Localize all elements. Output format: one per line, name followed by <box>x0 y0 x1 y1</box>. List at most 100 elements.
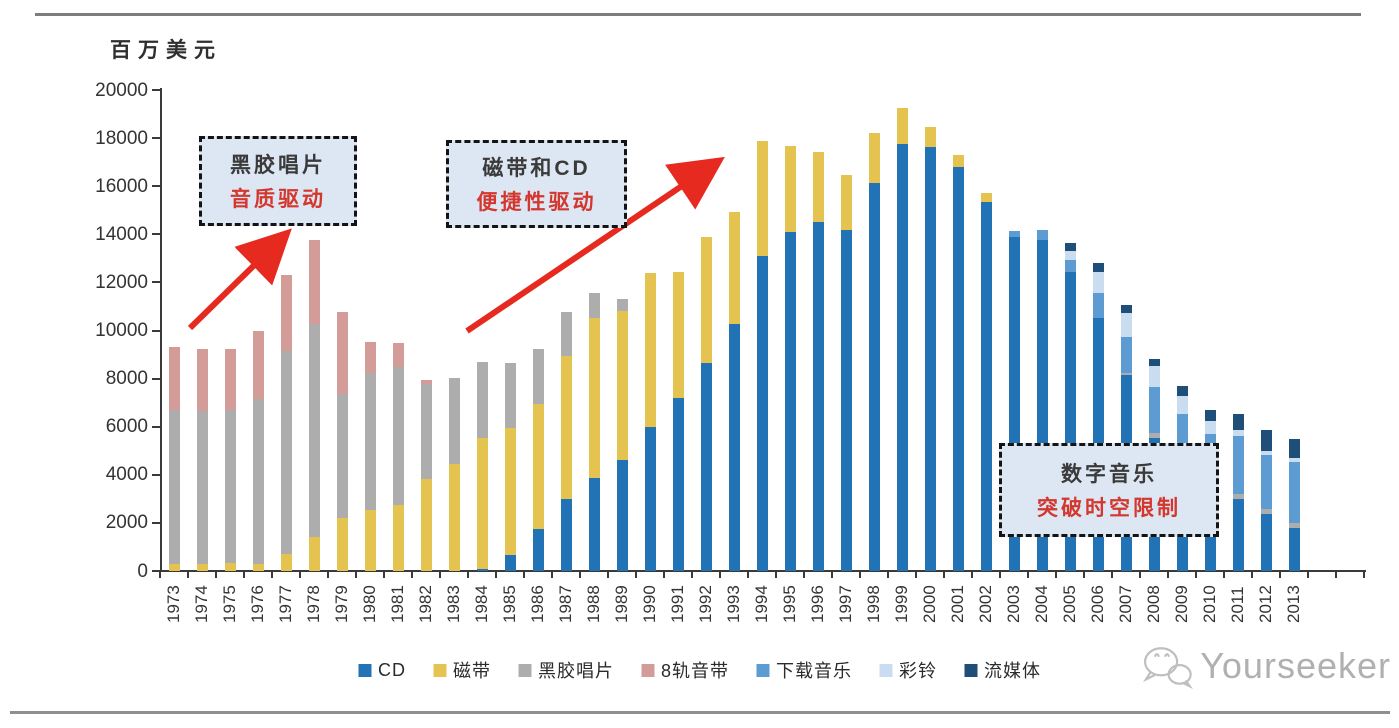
bar-segment-彩铃-2007 <box>1120 313 1132 338</box>
y-tick <box>152 137 160 140</box>
x-year-label: 1986 <box>528 585 547 623</box>
x-tick <box>803 571 805 578</box>
y-tick-label: 10000 <box>95 320 148 341</box>
bar-segment-下载音乐-2009 <box>1176 413 1188 467</box>
bar-segment-下载音乐-2003 <box>1008 231 1020 237</box>
bar-segment-CD-1986 <box>532 528 544 571</box>
x-tick <box>663 571 665 578</box>
x-year-label: 1983 <box>444 585 463 623</box>
legend-swatch-磁带 <box>432 663 446 677</box>
legend-label-流媒体: 流媒体 <box>984 661 1042 681</box>
bar-segment-流媒体-2005 <box>1064 243 1076 252</box>
x-tick <box>355 571 357 578</box>
x-year-label: 1976 <box>248 585 267 623</box>
bar-segment-黑胶唱片-1978 <box>308 323 320 537</box>
x-year-label: 1973 <box>164 585 183 623</box>
y-tick-label: 6000 <box>105 416 148 438</box>
bar-segment-磁带-1981 <box>392 504 404 571</box>
x-tick <box>635 571 637 578</box>
bar-segment-黑胶唱片-1980 <box>364 372 376 510</box>
callout-cassette-cd-era: 磁带和CD 便捷性驱动 <box>446 140 627 228</box>
bar-segment-CD-2000 <box>924 146 936 571</box>
bar-segment-8轨音带-1977 <box>280 275 292 352</box>
y-tick-label: 14000 <box>95 223 148 245</box>
x-year-label: 2010 <box>1200 585 1219 623</box>
y-tick-label: 8000 <box>105 368 148 390</box>
bar-segment-8轨音带-1976 <box>252 331 264 399</box>
x-tick <box>747 571 749 578</box>
x-year-label: 1985 <box>500 585 519 623</box>
y-tick-label: 16000 <box>95 175 148 197</box>
bar-segment-磁带-1984 <box>476 437 488 569</box>
bar-segment-黑胶唱片-1987 <box>560 312 572 357</box>
x-year-label: 2001 <box>948 585 967 623</box>
bar-segment-磁带-1985 <box>504 427 516 555</box>
x-year-label: 1977 <box>276 585 295 623</box>
legend-swatch-CD <box>357 663 371 677</box>
bar-segment-CD-2001 <box>952 167 964 571</box>
y-tick <box>152 329 160 332</box>
x-year-label: 2002 <box>976 585 995 623</box>
bar-segment-磁带-1974 <box>196 563 208 571</box>
x-year-label: 1999 <box>892 585 911 623</box>
bar-segment-CD-2013 <box>1288 527 1300 571</box>
legend-item-彩铃: 彩铃 <box>879 657 937 683</box>
bar-segment-CD-2003 <box>1008 236 1020 571</box>
bar-segment-黑胶唱片-1983 <box>448 377 460 464</box>
bar-segment-CD-1993 <box>728 323 740 571</box>
bar-segment-8轨音带-1975 <box>224 349 236 410</box>
callout-digital-title: 数字音乐 <box>1061 463 1157 486</box>
bar-segment-下载音乐-2005 <box>1064 260 1076 273</box>
x-year-label: 1975 <box>220 585 239 623</box>
bar-segment-黑胶唱片-1989 <box>616 299 628 311</box>
x-tick <box>1139 571 1141 578</box>
x-year-label: 1989 <box>612 585 631 623</box>
x-tick <box>1335 571 1337 578</box>
bar-segment-黑胶唱片-1973 <box>168 409 180 564</box>
bar-segment-彩铃-2012 <box>1260 450 1272 455</box>
y-tick <box>152 473 160 476</box>
bar-segment-下载音乐-2007 <box>1120 337 1132 373</box>
bar-segment-磁带-1976 <box>252 564 264 571</box>
y-tick-label: 0 <box>137 560 148 582</box>
y-tick-label: 2000 <box>105 512 148 534</box>
bar-segment-CD-1999 <box>896 144 908 571</box>
callout-vinyl-era: 黑胶唱片 音质驱动 <box>199 136 357 226</box>
x-tick <box>607 571 609 578</box>
x-year-label: 1980 <box>360 585 379 623</box>
bar-segment-磁带-2001 <box>952 155 964 168</box>
bar-segment-磁带-2000 <box>924 127 936 147</box>
bar-segment-流媒体-2010 <box>1204 409 1216 421</box>
legend-label-彩铃: 彩铃 <box>899 661 938 681</box>
legend-swatch-黑胶唱片 <box>517 663 531 677</box>
legend-item-流媒体: 流媒体 <box>964 657 1041 683</box>
bar-segment-磁带-1993 <box>728 212 740 324</box>
x-tick <box>439 571 441 578</box>
bar-segment-黑胶唱片-1985 <box>504 363 516 428</box>
bar-segment-磁带-1990 <box>644 273 656 427</box>
bar-segment-彩铃-2005 <box>1064 251 1076 261</box>
legend-item-8轨音带: 8轨音带 <box>640 657 730 683</box>
bar-segment-磁带-1989 <box>616 310 628 460</box>
bar-segment-磁带-1994 <box>756 140 768 257</box>
bar-segment-磁带-1979 <box>336 517 348 571</box>
bar-segment-磁带-1995 <box>784 146 796 233</box>
legend-label-8轨音带: 8轨音带 <box>660 661 730 681</box>
bar-segment-CD-2005 <box>1064 272 1076 571</box>
bar-segment-CD-1991 <box>672 397 684 571</box>
x-tick <box>551 571 553 578</box>
x-year-label: 2005 <box>1060 585 1079 623</box>
bar-segment-8轨音带-1982 <box>420 379 432 384</box>
bar-segment-彩铃-2011 <box>1232 429 1244 436</box>
bar-segment-彩铃-2008 <box>1148 365 1160 388</box>
x-tick <box>383 571 385 578</box>
y-tick <box>152 425 160 428</box>
x-year-label: 1994 <box>752 585 771 623</box>
y-tick <box>152 185 160 188</box>
x-year-label: 1992 <box>696 585 715 623</box>
bar-segment-下载音乐-2004 <box>1036 230 1048 241</box>
callout-vinyl-subtitle: 音质驱动 <box>230 188 326 211</box>
bar-segment-下载音乐-2013 <box>1288 461 1300 523</box>
